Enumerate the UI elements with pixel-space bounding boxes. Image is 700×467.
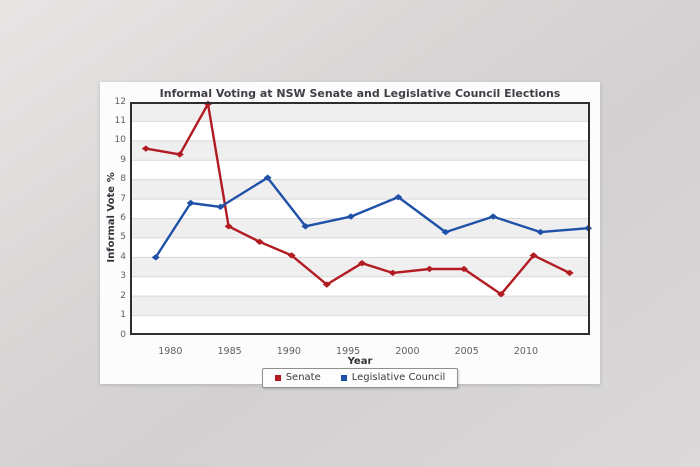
data-point-marker — [529, 252, 538, 259]
data-point-marker — [536, 228, 545, 236]
legend-row: Senate Legislative Council — [130, 366, 590, 388]
data-point-marker — [301, 223, 310, 230]
plot-area — [130, 100, 593, 335]
grid-band — [130, 179, 590, 200]
grid-band — [130, 257, 590, 277]
legend-color-swatch-legislative-council — [340, 375, 347, 381]
data-point-marker — [175, 151, 184, 158]
series-line-senate — [144, 102, 571, 296]
x-tick-label: 1990 — [276, 346, 301, 357]
grid-band — [130, 218, 590, 238]
grid-band — [130, 102, 590, 122]
legend-item-legislative-council: Legislative Council — [340, 372, 446, 384]
chart-panel: Informal Voting at NSW Senate and Legisl… — [100, 82, 600, 388]
y-tick-label: 7 — [120, 193, 126, 204]
y-tick-label: 9 — [120, 154, 126, 165]
data-point-marker — [287, 252, 296, 259]
x-axis-title: Year — [347, 356, 373, 367]
y-tick-label: 6 — [120, 213, 126, 223]
x-tick-label: 1980 — [158, 346, 183, 357]
chart-title: Informal Voting at NSW Senate and Legisl… — [159, 87, 561, 100]
data-point-marker — [263, 174, 272, 181]
legend-label-legislative-council: Legislative Council — [351, 372, 446, 383]
data-point-marker — [497, 291, 506, 298]
data-point-marker — [358, 259, 367, 267]
legend-item-senate: Senate — [274, 372, 321, 384]
x-tick-label: 2000 — [395, 346, 420, 357]
x-tick-label: 2010 — [513, 346, 539, 357]
data-point-marker — [322, 281, 331, 288]
y-tick-label: 8 — [120, 174, 126, 185]
y-tick-label: 3 — [120, 271, 126, 282]
data-point-marker — [425, 265, 434, 273]
x-tick-label: 2005 — [454, 346, 479, 357]
data-point-marker — [346, 213, 355, 220]
data-point-marker — [141, 145, 150, 152]
legend: Senate Legislative Council — [261, 368, 459, 388]
x-tick-label: 1995 — [336, 346, 361, 357]
y-tick-label: 4 — [120, 251, 126, 262]
plot-border — [130, 102, 590, 335]
grid-band — [130, 140, 590, 161]
data-point-marker — [224, 223, 233, 230]
y-tick-label: 11 — [114, 115, 126, 126]
data-point-marker — [216, 203, 225, 211]
data-point-marker — [489, 213, 498, 220]
data-point-marker — [151, 254, 160, 261]
x-tick-label: 1985 — [217, 346, 242, 357]
legend-color-swatch-senate — [274, 375, 281, 381]
data-point-marker — [441, 228, 450, 236]
data-point-marker — [394, 193, 403, 201]
y-tick-label: 2 — [120, 290, 126, 301]
data-point-marker — [565, 269, 574, 277]
data-point-marker — [459, 265, 468, 273]
plot-svg — [130, 100, 593, 335]
data-point-marker — [186, 199, 195, 207]
y-tick-label: 0 — [120, 329, 126, 340]
grid-band — [130, 296, 590, 316]
y-tick-label: 5 — [120, 232, 126, 243]
y-tick-label: 1 — [120, 310, 126, 321]
y-tick-label: 10 — [114, 135, 126, 146]
legend-label-senate: Senate — [285, 372, 321, 383]
y-tick-label: 12 — [114, 96, 126, 107]
